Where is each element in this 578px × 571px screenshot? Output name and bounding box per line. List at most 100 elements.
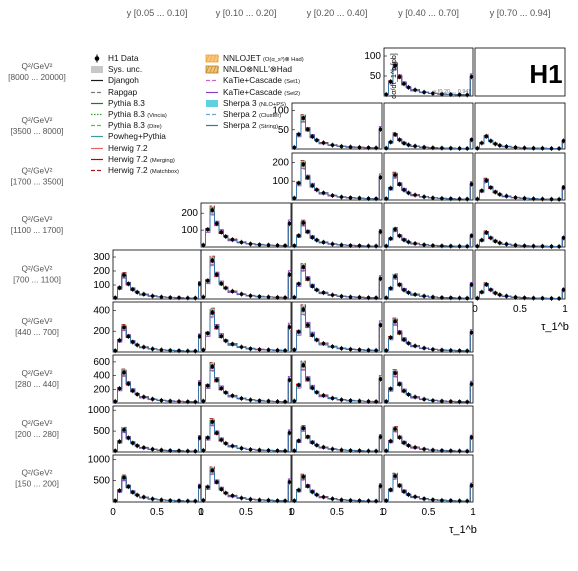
legend-series-tag: (Vincia) <box>147 113 167 119</box>
legend-series-name: Sherpa 2 <box>223 120 257 131</box>
row-label-q: Q²/GeV² <box>22 214 53 224</box>
panel-r7-c0: 500 1000 <box>88 405 202 454</box>
x-tick-label: 0 <box>198 507 204 518</box>
panel-frame <box>474 202 566 248</box>
column-label: y [0.70 ... 0.94] <box>490 8 551 18</box>
row-label-range: [8000 ... 20000] <box>8 72 66 82</box>
legend-label: Sys. unc. <box>108 64 142 75</box>
legend-series-name: Pythia 8.3 <box>108 120 145 131</box>
panel-r7-c3 <box>383 405 474 454</box>
panel-frame <box>383 301 474 353</box>
legend-symbol <box>91 113 103 116</box>
panel-r5-c3 <box>383 301 474 354</box>
panel-frame <box>474 102 566 150</box>
panel-r0-c4 <box>474 47 566 97</box>
row-label-range: [700 ... 1100] <box>13 275 61 285</box>
legend-series-name: Powheg+Pythia <box>108 131 166 142</box>
y-tick-label: 100 <box>364 51 381 62</box>
legend-label: Herwig 7.2 (Matchbox) <box>108 165 179 178</box>
panel-r2-c2: 100 200 <box>272 152 383 202</box>
legend-symbol <box>205 65 219 74</box>
legend-symbol <box>91 102 103 104</box>
panel-frame <box>291 249 383 300</box>
legend-series-name: NNLOJET <box>223 53 261 63</box>
panel-r6-c0: 200 400 600 <box>93 354 202 405</box>
legend: H1 Data Sys. unc. Djangoh Rapgap Pythia 8.3 P… <box>90 53 320 253</box>
row-label-range: [280 ... 440] <box>15 379 59 389</box>
legend-label: NNLOJET (O(α_s³)⊗ Had) <box>223 53 304 66</box>
panel-frame <box>474 249 566 300</box>
legend-series-name: H1 Data <box>108 53 139 63</box>
y-tick-label: 400 <box>93 371 110 382</box>
panel-r0-c3: 50 100 dσ/dτ_1^b [pb] y [0.20 ... 0.94] <box>364 47 474 99</box>
legend-symbol <box>91 158 103 160</box>
x-tick-label: 0.5 <box>422 507 436 518</box>
x-tick-label: 0.5 <box>239 507 253 518</box>
legend-symbol <box>91 80 103 82</box>
panel-frame <box>383 152 474 201</box>
y-tick-label: 200 <box>181 208 198 219</box>
series-line <box>291 304 382 352</box>
x-tick-label: 1 <box>198 507 204 518</box>
panel-r8-c3 <box>383 454 474 504</box>
legend-series-name: NNLO⊗NLL'⊗Had <box>223 64 292 75</box>
y-tick-label: 50 <box>278 125 290 136</box>
legend-series-tag: (O(α_s³)⊗ Had) <box>262 57 304 63</box>
row-label-q: Q²/GeV² <box>22 61 53 71</box>
legend-label: Herwig 7.2 <box>108 143 148 154</box>
legend-series-tag: (Cluster) <box>259 113 282 119</box>
legend-series-name: Sys. unc. <box>108 64 143 75</box>
legend-symbol <box>91 66 103 74</box>
y-axis-label: dσ/dτ_1^b [pb] <box>391 53 398 98</box>
panel-frame <box>291 454 383 503</box>
panel-frame <box>291 405 383 453</box>
legend-symbol <box>94 54 100 63</box>
row-label-q: Q²/GeV² <box>22 166 53 176</box>
panel-r1-c2: 50 100 <box>272 102 383 151</box>
legend-label: Powheg+Pythia <box>108 131 166 142</box>
legend-label: Pythia 8.3 (Dire) <box>108 120 162 133</box>
x-tick-label: 0.5 <box>330 507 344 518</box>
row-label-q: Q²/GeV² <box>22 264 53 274</box>
legend-label: Sherpa 3 (NLO+PS) <box>223 98 286 111</box>
legend-series-name: Pythia 8.3 <box>108 97 145 108</box>
legend-label: Pythia 8.3 (Vincia) <box>108 109 167 122</box>
panel-frame <box>383 102 474 150</box>
legend-symbol <box>91 136 103 138</box>
legend-series-tag: (Set2) <box>284 90 301 97</box>
y-tick-label: 200 <box>93 384 110 395</box>
y-tick-label: 100 <box>272 106 289 117</box>
row-label-q: Q²/GeV² <box>22 115 53 125</box>
column-label: y [0.10 ... 0.20] <box>216 8 277 18</box>
x-axis-label: τ_1^b <box>541 321 569 333</box>
panel-r8-c1 <box>200 454 292 504</box>
x-tick-label: 1 <box>288 507 294 518</box>
x-tick-label: 1 <box>470 507 476 518</box>
legend-symbol <box>206 99 218 107</box>
legend-series-name: Pythia 8.3 <box>108 109 145 119</box>
x-tick-label: 0 <box>110 507 116 518</box>
series-line <box>291 161 382 200</box>
row-label-q: Q²/GeV² <box>22 468 53 478</box>
column-label: y [0.20 ... 0.40] <box>307 8 368 18</box>
panel-frame <box>291 202 383 248</box>
row-label-q: Q²/GeV² <box>22 316 53 326</box>
panel-r5-c1 <box>200 301 292 353</box>
legend-label: Pythia 8.3 <box>108 98 145 109</box>
legend-series-name: Herwig 7.2 <box>108 165 148 175</box>
legend-series-name: Sherpa 2 <box>223 109 257 119</box>
x-tick-label: 0.5 <box>150 507 164 518</box>
panel-r2-c3 <box>383 152 474 202</box>
panel-r4-c2 <box>291 249 383 301</box>
panel-r4-c0: 100 200 300 <box>93 249 202 301</box>
legend-series-tag: (Dire) <box>147 124 162 131</box>
y-tick-label: 400 <box>93 305 110 316</box>
column-label: y [0.40 ... 0.70] <box>398 8 459 18</box>
legend-series-tag: (String) <box>259 124 279 131</box>
x-tick-label: 1 <box>379 507 385 518</box>
row-label-range: [1100 ... 1700] <box>11 225 63 235</box>
y-tick-label: 1000 <box>88 405 111 416</box>
y-tick-label: 500 <box>93 476 110 487</box>
panel-frame <box>383 47 474 97</box>
